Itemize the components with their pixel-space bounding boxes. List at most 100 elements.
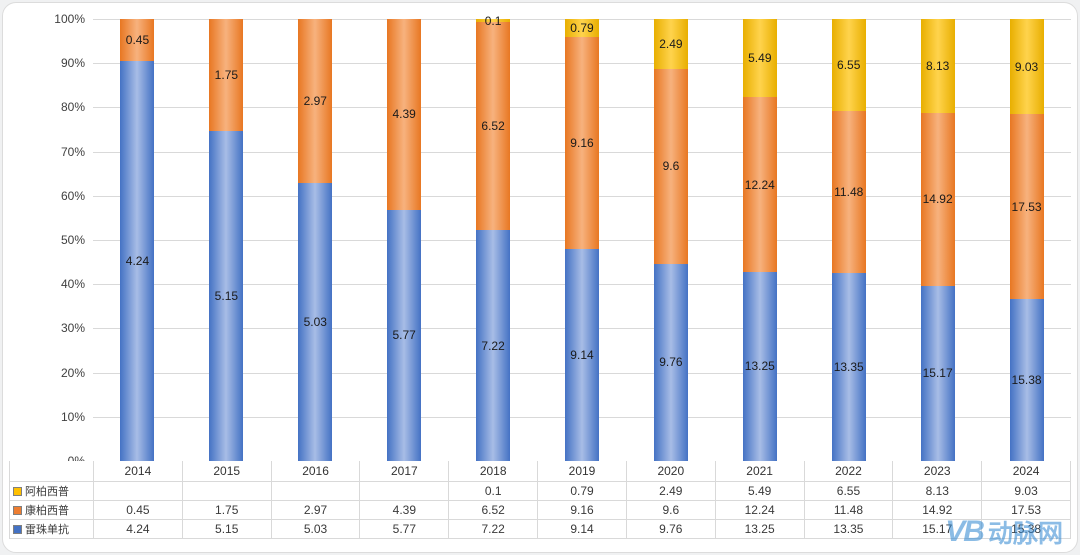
x-axis-label: 2014 xyxy=(94,461,183,482)
x-axis-label: 2021 xyxy=(715,461,805,482)
bar-segment: 8.13 xyxy=(920,19,955,114)
bar-segment: 11.48 xyxy=(831,111,866,273)
table-value-cell: 15.17 xyxy=(893,520,983,539)
legend-label: 阿柏西普 xyxy=(25,486,69,498)
legend-key-icon xyxy=(13,524,22,534)
data-label: 9.03 xyxy=(1014,59,1039,74)
x-axis-label: 2017 xyxy=(360,461,450,482)
data-label: 2.49 xyxy=(659,37,683,52)
table-value-cell xyxy=(360,482,450,501)
x-axis-label: 2015 xyxy=(182,461,272,482)
legend-item: 雷珠单抗 xyxy=(10,520,94,539)
bar-segment: 0.45 xyxy=(120,19,155,62)
x-axis-label: 2016 xyxy=(271,461,361,482)
y-axis-tick-label: 10% xyxy=(60,409,85,424)
data-label: 8.13 xyxy=(925,59,950,73)
data-label: 6.55 xyxy=(837,58,861,73)
table-value-cell: 1.75 xyxy=(182,501,272,520)
bar-column-2022: 6.55 11.48 13.35 xyxy=(804,19,893,461)
table-value-cell: 8.13 xyxy=(893,482,983,501)
bar-segment: 7.22 xyxy=(476,230,511,461)
data-label: 2.97 xyxy=(303,94,327,109)
bar-segment: 17.53 xyxy=(1009,114,1044,299)
data-label: 12.24 xyxy=(744,177,775,192)
bar-column-2024: 9.03 17.53 15.38 xyxy=(982,19,1071,461)
table-value-cell: 9.14 xyxy=(538,520,627,539)
bar-segment: 13.35 xyxy=(831,272,866,461)
table-value-cell xyxy=(271,482,361,501)
data-label: 4.39 xyxy=(392,107,416,122)
data-label: 0.45 xyxy=(125,33,150,48)
bar-segment: 2.49 xyxy=(653,19,688,70)
bar-segment: 9.16 xyxy=(564,37,599,250)
bar-segment: 0.1 xyxy=(476,14,511,28)
data-label: 9.6 xyxy=(662,159,680,174)
table-value-cell: 15.38 xyxy=(982,520,1071,539)
table-value-cell: 4.39 xyxy=(360,501,450,520)
x-axis-label: 2020 xyxy=(626,461,716,482)
table-value-cell: 11.48 xyxy=(804,501,894,520)
table-value-cell: 13.25 xyxy=(715,520,805,539)
x-axis-label: 2022 xyxy=(804,461,894,482)
table-value-cell: 0.1 xyxy=(449,482,539,501)
data-label: 5.15 xyxy=(214,289,239,304)
table-value-cell xyxy=(94,482,183,501)
x-axis-label: 2024 xyxy=(982,461,1071,482)
data-label: 15.17 xyxy=(922,366,953,381)
bar-column-2023: 8.13 14.92 15.17 xyxy=(893,19,982,461)
data-label: 4.24 xyxy=(125,254,150,269)
table-corner-cell xyxy=(10,461,94,482)
bar-column-2019: 0.79 9.16 9.14 xyxy=(538,19,627,461)
table-value-cell: 9.6 xyxy=(626,501,716,520)
data-label: 1.75 xyxy=(214,68,239,83)
table-value-cell: 0.45 xyxy=(94,501,183,520)
table-value-cell: 9.76 xyxy=(626,520,716,539)
table-value-cell: 6.52 xyxy=(449,501,539,520)
plot-area: 100%90%80%70%60%50%40%30%20%10%0%0.454.2… xyxy=(54,12,1071,468)
data-label: 11.48 xyxy=(834,185,864,200)
legend-label: 康柏西普 xyxy=(25,505,69,517)
bar-segment: 9.03 xyxy=(1009,19,1044,115)
table-value-cell: 5.03 xyxy=(271,520,361,539)
data-label: 14.92 xyxy=(922,192,953,207)
data-label: 6.52 xyxy=(481,119,505,134)
bar-segment: 9.76 xyxy=(653,263,688,461)
bar-segment: 15.38 xyxy=(1009,298,1044,461)
bar-column-2015: 1.75 5.15 xyxy=(182,19,271,461)
table-value-cell: 2.49 xyxy=(626,482,716,501)
bar-segment: 5.49 xyxy=(742,19,777,98)
bar-segment: 12.24 xyxy=(742,97,777,272)
bar-segment: 1.75 xyxy=(209,19,244,132)
table-value-cell: 0.79 xyxy=(538,482,627,501)
data-label: 15.38 xyxy=(1011,372,1042,387)
data-label: 13.25 xyxy=(744,359,775,374)
bar-segment: 5.15 xyxy=(209,131,244,461)
data-label: 5.49 xyxy=(748,51,772,66)
table-value-cell: 5.49 xyxy=(715,482,805,501)
legend-key-icon xyxy=(13,505,22,515)
stacked-bar: 1.75 5.15 xyxy=(209,19,244,461)
table-value-cell: 13.35 xyxy=(804,520,894,539)
y-axis-tick-label: 50% xyxy=(60,233,85,247)
data-label: 9.14 xyxy=(570,348,594,363)
bar-segment: 4.39 xyxy=(387,19,422,210)
bar-segment: 5.03 xyxy=(298,183,333,461)
bar-column-2020: 2.49 9.6 9.76 xyxy=(626,19,715,461)
table-value-cell: 5.77 xyxy=(360,520,450,539)
data-label: 13.35 xyxy=(833,359,864,374)
table-value-cell: 17.53 xyxy=(982,501,1071,520)
y-axis-tick-label: 90% xyxy=(60,56,85,71)
data-label: 0.79 xyxy=(570,21,594,36)
stacked-bar: 9.03 17.53 15.38 xyxy=(1009,19,1044,461)
bar-segment: 5.77 xyxy=(387,209,422,461)
x-axis-label: 2023 xyxy=(893,461,983,482)
bar-column-2017: 4.39 5.77 xyxy=(360,19,449,461)
data-label: 9.76 xyxy=(659,355,683,370)
legend-key-icon xyxy=(13,486,22,496)
bar-segment: 6.55 xyxy=(831,19,866,112)
data-label: 9.16 xyxy=(570,136,594,151)
stacked-bar: 6.55 11.48 13.35 xyxy=(831,19,866,461)
y-axis-tick-label: 20% xyxy=(60,365,85,380)
bar-segment: 0.79 xyxy=(564,19,599,38)
